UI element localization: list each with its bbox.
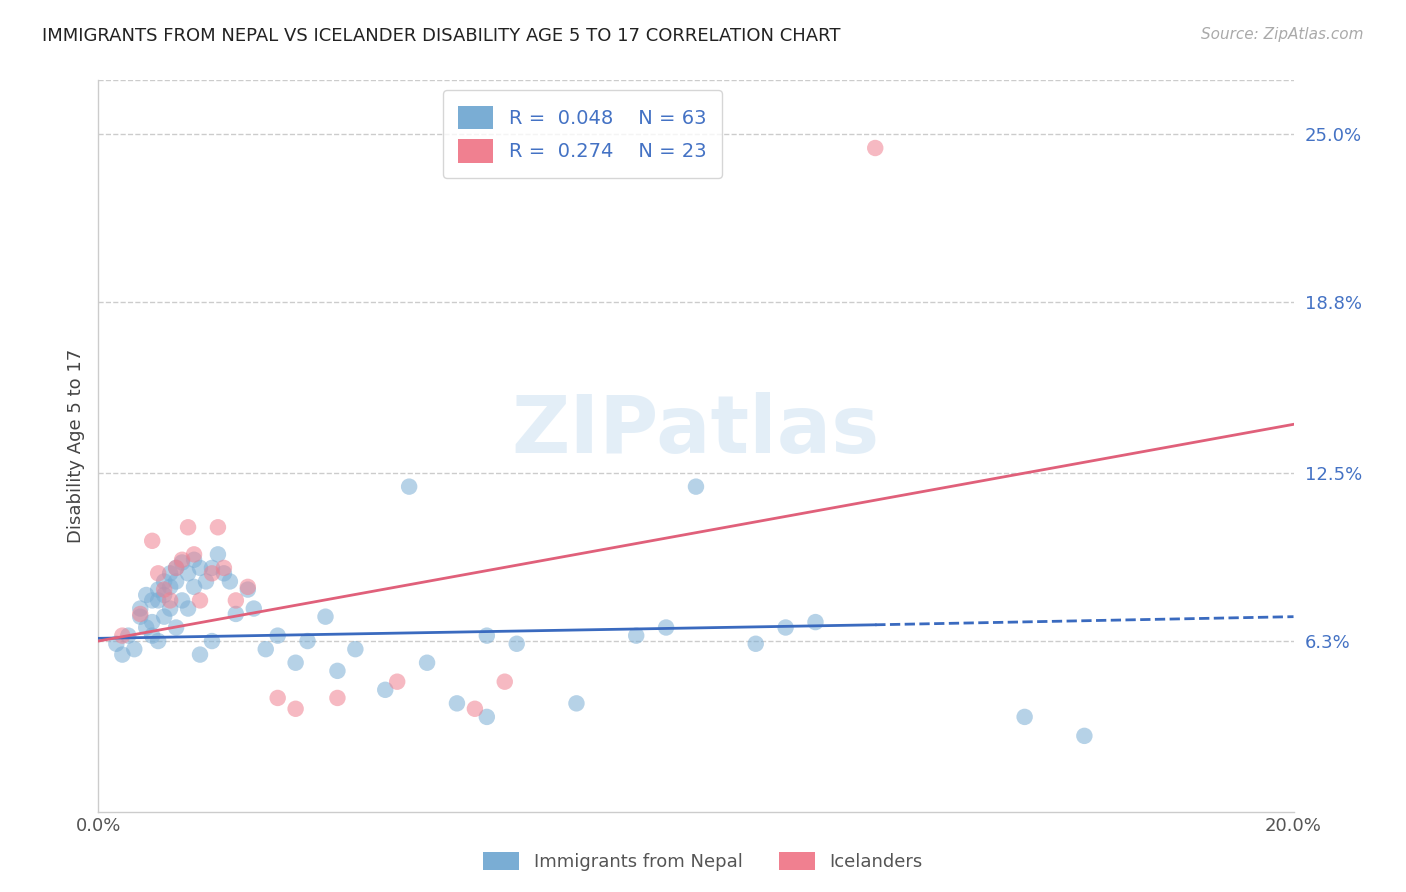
Point bbox=[129, 609, 152, 624]
Point bbox=[464, 702, 486, 716]
Point bbox=[117, 629, 139, 643]
Point bbox=[655, 620, 678, 634]
Point bbox=[148, 582, 170, 597]
Point bbox=[626, 629, 648, 643]
Point bbox=[865, 141, 887, 155]
Point bbox=[165, 574, 187, 589]
Point bbox=[212, 566, 235, 581]
Point bbox=[315, 609, 337, 624]
Point bbox=[153, 582, 176, 597]
Point bbox=[195, 574, 218, 589]
Y-axis label: Disability Age 5 to 17: Disability Age 5 to 17 bbox=[66, 349, 84, 543]
Point bbox=[385, 674, 409, 689]
Point bbox=[201, 566, 224, 581]
Point bbox=[1014, 710, 1036, 724]
Point bbox=[326, 664, 349, 678]
Point bbox=[745, 637, 768, 651]
Point bbox=[416, 656, 439, 670]
Point bbox=[153, 574, 176, 589]
Point bbox=[159, 566, 181, 581]
Point bbox=[135, 620, 157, 634]
Text: ZIPatlas: ZIPatlas bbox=[512, 392, 880, 470]
Point bbox=[183, 547, 205, 561]
Point bbox=[153, 588, 176, 602]
Point bbox=[129, 601, 152, 615]
Point bbox=[804, 615, 827, 629]
Point bbox=[172, 556, 194, 570]
Point bbox=[165, 561, 187, 575]
Point bbox=[105, 637, 128, 651]
Point bbox=[159, 580, 181, 594]
Point bbox=[172, 553, 194, 567]
Point bbox=[165, 620, 187, 634]
Point bbox=[207, 547, 229, 561]
Legend: Immigrants from Nepal, Icelanders: Immigrants from Nepal, Icelanders bbox=[477, 845, 929, 879]
Point bbox=[165, 561, 187, 575]
Point bbox=[129, 607, 152, 621]
Point bbox=[475, 710, 498, 724]
Point bbox=[188, 593, 211, 607]
Point bbox=[398, 480, 420, 494]
Point bbox=[111, 629, 134, 643]
Point bbox=[212, 561, 235, 575]
Point bbox=[153, 609, 176, 624]
Point bbox=[254, 642, 277, 657]
Point bbox=[148, 566, 170, 581]
Point bbox=[177, 566, 200, 581]
Point bbox=[219, 574, 242, 589]
Point bbox=[124, 642, 146, 657]
Point bbox=[494, 674, 516, 689]
Point bbox=[284, 656, 307, 670]
Point bbox=[506, 637, 529, 651]
Point bbox=[475, 629, 498, 643]
Point bbox=[159, 593, 181, 607]
Point bbox=[141, 629, 163, 643]
Point bbox=[172, 593, 194, 607]
Point bbox=[207, 520, 229, 534]
Point bbox=[326, 690, 349, 705]
Point bbox=[141, 593, 163, 607]
Point bbox=[188, 561, 211, 575]
Text: IMMIGRANTS FROM NEPAL VS ICELANDER DISABILITY AGE 5 TO 17 CORRELATION CHART: IMMIGRANTS FROM NEPAL VS ICELANDER DISAB… bbox=[42, 27, 841, 45]
Point bbox=[111, 648, 134, 662]
Point bbox=[183, 553, 205, 567]
Point bbox=[148, 593, 170, 607]
Point bbox=[243, 601, 266, 615]
Point bbox=[141, 533, 163, 548]
Point bbox=[284, 702, 307, 716]
Point bbox=[374, 682, 396, 697]
Point bbox=[344, 642, 367, 657]
Point bbox=[141, 615, 163, 629]
Point bbox=[201, 561, 224, 575]
Point bbox=[685, 480, 707, 494]
Point bbox=[183, 580, 205, 594]
Point bbox=[188, 648, 211, 662]
Point bbox=[446, 697, 468, 711]
Legend: R =  0.048    N = 63, R =  0.274    N = 23: R = 0.048 N = 63, R = 0.274 N = 23 bbox=[443, 90, 723, 178]
Point bbox=[159, 601, 181, 615]
Point bbox=[236, 580, 259, 594]
Point bbox=[177, 601, 200, 615]
Point bbox=[267, 690, 290, 705]
Point bbox=[297, 634, 319, 648]
Point bbox=[565, 697, 588, 711]
Point bbox=[775, 620, 797, 634]
Point bbox=[201, 634, 224, 648]
Point bbox=[177, 520, 200, 534]
Point bbox=[236, 582, 259, 597]
Point bbox=[267, 629, 290, 643]
Text: Source: ZipAtlas.com: Source: ZipAtlas.com bbox=[1201, 27, 1364, 42]
Point bbox=[1073, 729, 1095, 743]
Point bbox=[225, 593, 247, 607]
Point bbox=[225, 607, 247, 621]
Point bbox=[135, 588, 157, 602]
Point bbox=[148, 634, 170, 648]
